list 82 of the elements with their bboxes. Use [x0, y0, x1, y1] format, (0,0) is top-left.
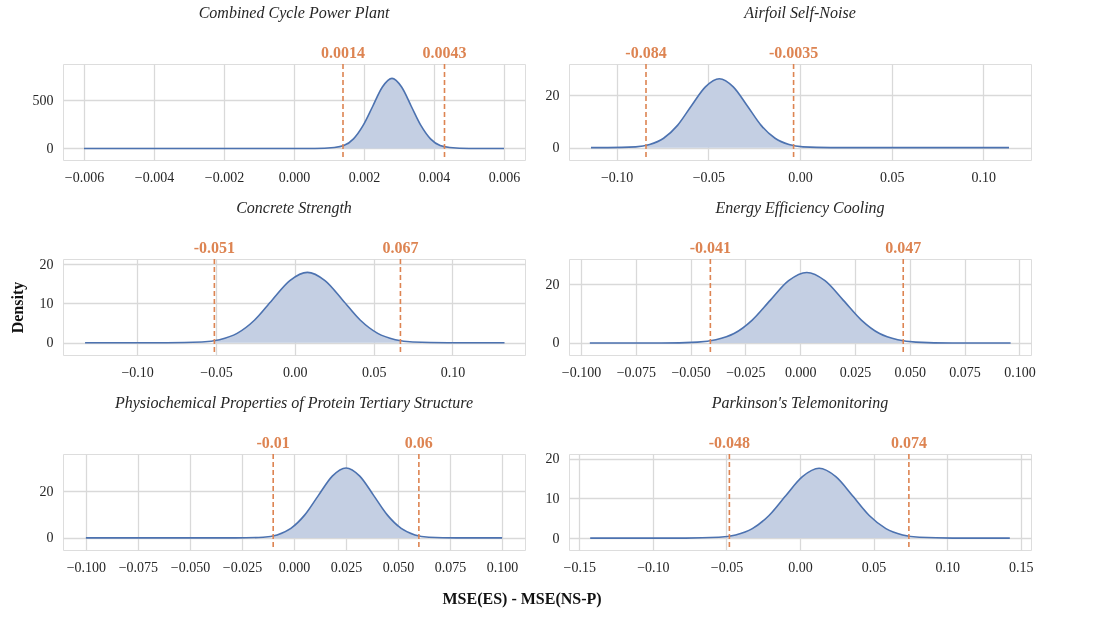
x-tick-label: 0.05 — [861, 559, 887, 575]
x-tick-label: −0.15 — [563, 559, 596, 575]
x-tick-label: −0.05 — [200, 364, 233, 380]
x-tick-label: 0.00 — [283, 364, 308, 380]
x-tick-label: 0.00 — [788, 169, 813, 185]
chart-title: Parkinson's Telemonitoring — [710, 394, 889, 412]
x-tick-label: 0.050 — [894, 364, 927, 380]
chart-title: Airfoil Self-Noise — [743, 4, 856, 22]
y-tick-label: 0 — [552, 335, 560, 351]
line-series — [590, 77, 1010, 149]
x-tick-label: −0.002 — [204, 169, 245, 185]
y-tick-label: 0 — [46, 335, 54, 351]
line-series — [84, 271, 506, 344]
ref-line-label: 0.074 — [890, 434, 927, 451]
x-tick-label: −0.100 — [66, 559, 107, 575]
x-tick-label: −0.05 — [710, 559, 744, 575]
x-tick-label: 0.00 — [788, 559, 813, 575]
line-series — [589, 271, 1012, 344]
x-tick-label: 0.000 — [278, 559, 311, 575]
y-axis-title: Density — [8, 281, 27, 334]
ref-line-label: -0.01 — [256, 434, 290, 451]
x-tick-label: 0.15 — [1008, 559, 1034, 575]
x-tick-label: −0.006 — [64, 169, 105, 185]
y-tick-label: 20 — [545, 451, 560, 467]
x-tick-label: 0.05 — [361, 364, 387, 380]
x-tick-label: 0.10 — [935, 559, 960, 575]
x-tick-label: −0.10 — [121, 364, 154, 380]
x-tick-label: 0.075 — [949, 364, 981, 380]
ref-line-label: 0.0043 — [422, 44, 467, 61]
x-tick-label: −0.05 — [692, 169, 726, 185]
x-tick-label: 0.10 — [971, 169, 997, 185]
y-tick-label: 10 — [545, 490, 560, 506]
x-tick-label: 0.006 — [488, 169, 521, 185]
x-tick-label: 0.100 — [486, 559, 519, 575]
y-tick-label: 20 — [39, 256, 54, 272]
chart-title: Concrete Strength — [236, 199, 352, 217]
x-tick-label: 0.000 — [278, 169, 311, 185]
x-tick-label: 0.10 — [440, 364, 466, 380]
ref-line-label: 0.047 — [885, 239, 922, 256]
x-tick-label: 0.025 — [330, 559, 363, 575]
y-tick-label: 20 — [545, 87, 560, 103]
ref-line-label: -0.051 — [193, 239, 236, 256]
ref-line-label: -0.041 — [689, 239, 732, 256]
x-tick-label: −0.025 — [222, 559, 263, 575]
y-tick-label: 10 — [39, 295, 54, 311]
ref-line-label: -0.084 — [625, 44, 667, 61]
x-tick-label: −0.100 — [561, 364, 602, 380]
y-tick-label: 0 — [46, 140, 54, 156]
x-tick-label: −0.004 — [134, 169, 175, 185]
x-tick-label: 0.100 — [1004, 364, 1036, 380]
line-series — [589, 467, 1011, 539]
y-tick-label: 500 — [32, 92, 54, 108]
x-tick-label: 0.025 — [839, 364, 872, 380]
x-tick-label: 0.05 — [879, 169, 905, 185]
ref-line-label: -0.048 — [708, 434, 751, 451]
x-tick-label: 0.075 — [434, 559, 467, 575]
x-axis-title: MSE(ES) - MSE(NS-P) — [442, 589, 602, 608]
y-tick-label: 0 — [46, 530, 54, 546]
chart-title: Physiochemical Properties of Protein Tertiary Structure — [113, 394, 474, 412]
y-tick-label: 20 — [39, 483, 54, 499]
x-tick-label: −0.10 — [600, 169, 634, 185]
chart-title: Energy Efficiency Cooling — [714, 199, 885, 217]
line-series — [85, 467, 503, 539]
x-tick-label: −0.075 — [616, 364, 657, 380]
ref-line-label: 0.0014 — [321, 44, 365, 61]
y-tick-label: 20 — [545, 276, 560, 292]
ref-line-label: 0.06 — [404, 434, 433, 451]
x-tick-label: −0.075 — [118, 559, 159, 575]
x-tick-label: 0.050 — [382, 559, 415, 575]
x-tick-label: −0.025 — [726, 364, 766, 380]
y-tick-label: 0 — [552, 140, 560, 156]
ref-line-label: -0.0035 — [768, 44, 819, 61]
y-tick-label: 0 — [552, 530, 560, 546]
chart-title: Combined Cycle Power Plant — [198, 4, 390, 22]
x-tick-label: 0.000 — [784, 364, 817, 380]
x-tick-label: −0.10 — [637, 559, 670, 575]
x-tick-label: −0.050 — [170, 559, 211, 575]
x-tick-label: 0.004 — [418, 169, 451, 185]
x-tick-label: −0.050 — [671, 364, 711, 380]
line-series — [83, 77, 505, 150]
x-tick-label: 0.002 — [348, 169, 381, 185]
ref-line-label: 0.067 — [382, 239, 419, 256]
